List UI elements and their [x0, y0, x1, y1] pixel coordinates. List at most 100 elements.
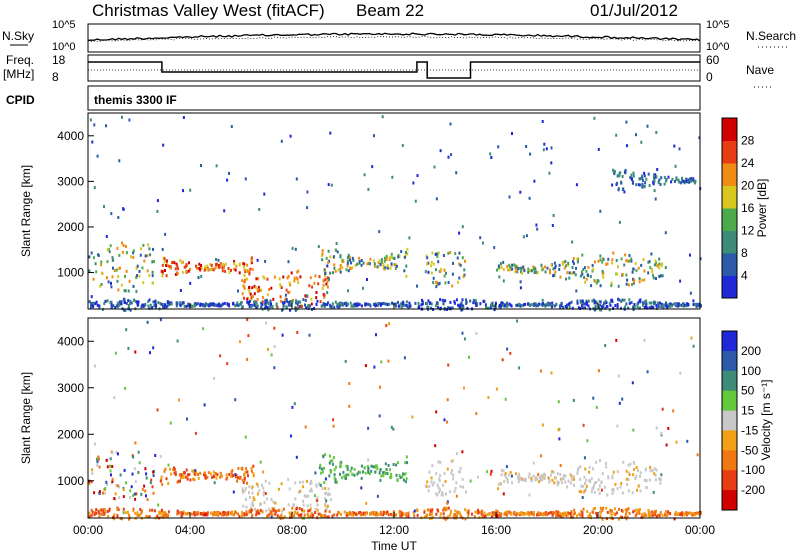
- colorbar-swatch: [722, 470, 737, 491]
- heatmap-cell: [504, 475, 507, 479]
- heatmap-cell: [339, 270, 342, 274]
- heatmap-cell: [554, 264, 557, 268]
- heatmap-cell: [321, 304, 324, 308]
- heatmap-cell: [551, 224, 554, 227]
- heatmap-cell: [615, 258, 618, 262]
- heatmap-cell: [429, 509, 432, 513]
- heatmap-cell: [108, 509, 111, 513]
- heatmap-cell: [536, 477, 539, 481]
- heatmap-cell: [284, 299, 287, 303]
- heatmap-cell: [298, 490, 300, 494]
- heatmap-cell: [159, 479, 162, 483]
- heatmap-cell: [679, 279, 682, 283]
- heatmap-cell: [285, 305, 288, 309]
- heatmap-cell: [232, 490, 235, 494]
- heatmap-cell: [555, 514, 558, 518]
- heatmap-cell: [642, 303, 645, 307]
- heatmap-cell: [267, 507, 270, 511]
- heatmap-cell: [549, 271, 552, 275]
- heatmap-cell: [163, 469, 166, 473]
- heatmap-cell: [289, 513, 292, 517]
- heatmap-cell: [682, 304, 684, 308]
- heatmap-cell: [426, 508, 429, 512]
- heatmap-cell: [443, 507, 445, 511]
- heatmap-cell: [238, 263, 241, 267]
- heatmap-cell: [578, 512, 581, 516]
- heatmap-cell: [439, 306, 442, 310]
- heatmap-cell: [482, 299, 485, 303]
- heatmap-cell: [251, 268, 254, 271]
- heatmap-cell: [204, 265, 207, 269]
- heatmap-cell: [660, 305, 663, 309]
- heatmap-cell: [497, 487, 499, 491]
- heatmap-cell: [687, 178, 690, 182]
- colorbar-swatch: [722, 390, 737, 412]
- heatmap-cell: [435, 410, 438, 414]
- heatmap-cell: [388, 256, 391, 260]
- heatmap-cell: [547, 301, 550, 305]
- heatmap-cell: [536, 271, 539, 275]
- heatmap-cell: [572, 512, 575, 516]
- heatmap-cell: [578, 490, 581, 493]
- heatmap-cell: [185, 512, 188, 516]
- heatmap-cell: [655, 261, 658, 265]
- heatmap-cell: [325, 507, 328, 510]
- heatmap-cell: [694, 302, 697, 306]
- heatmap-cell: [461, 256, 464, 260]
- heatmap-cell: [314, 274, 317, 278]
- heatmap-cell: [398, 474, 401, 477]
- heatmap-cell: [180, 511, 183, 515]
- heatmap-cell: [506, 513, 509, 517]
- heatmap-cell: [476, 510, 479, 514]
- heatmap-cell: [650, 252, 653, 256]
- heatmap-cell: [625, 517, 628, 521]
- heatmap-cell: [152, 474, 155, 478]
- heatmap-cell: [599, 284, 602, 288]
- heatmap-cell: [503, 479, 506, 483]
- heatmap-cell: [618, 172, 621, 176]
- heatmap-cell: [147, 304, 150, 308]
- heatmap-cell: [140, 247, 142, 251]
- heatmap-cell: [671, 177, 674, 181]
- heatmap-cell: [638, 280, 641, 284]
- heatmap-cell: [209, 472, 212, 476]
- heatmap-cell: [385, 468, 388, 471]
- heatmap-cell: [302, 503, 305, 507]
- heatmap-cell: [248, 290, 251, 294]
- heatmap-cell: [203, 403, 206, 407]
- heatmap-cell: [533, 303, 536, 307]
- heatmap-cell: [581, 299, 584, 303]
- heatmap-cell: [314, 471, 317, 475]
- heatmap-cell: [602, 304, 605, 308]
- heatmap-cell: [134, 480, 137, 484]
- heatmap-cell: [165, 477, 168, 481]
- heatmap-cell: [516, 270, 519, 274]
- heatmap-cell: [504, 397, 507, 401]
- heatmap-cell: [392, 427, 395, 431]
- heatmap-cell: [404, 303, 407, 307]
- heatmap-cell: [551, 478, 554, 482]
- heatmap-cell: [374, 465, 376, 469]
- heatmap-cell: [339, 301, 342, 305]
- heatmap-cell: [335, 465, 337, 469]
- heatmap-cell: [299, 300, 302, 304]
- heatmap-cell: [591, 269, 594, 273]
- heatmap-cell: [509, 303, 512, 307]
- heatmap-cell: [315, 296, 318, 300]
- heatmap-cell: [294, 510, 296, 514]
- heatmap-cell: [198, 262, 201, 266]
- heatmap-cell: [182, 301, 185, 305]
- heatmap-cell: [243, 296, 246, 300]
- heatmap-cell: [296, 511, 299, 515]
- heatmap-cell: [233, 267, 236, 271]
- heatmap-cell: [135, 289, 138, 293]
- heatmap-cell: [567, 511, 570, 515]
- heatmap-cell: [257, 285, 260, 289]
- heatmap-cell: [228, 171, 230, 175]
- heatmap-cell: [566, 305, 569, 309]
- heatmap-cell: [142, 281, 145, 285]
- heatmap-cell: [595, 301, 598, 305]
- heatmap-cell: [257, 484, 259, 488]
- heatmap-cell: [141, 509, 143, 513]
- heatmap-cell: [324, 272, 327, 275]
